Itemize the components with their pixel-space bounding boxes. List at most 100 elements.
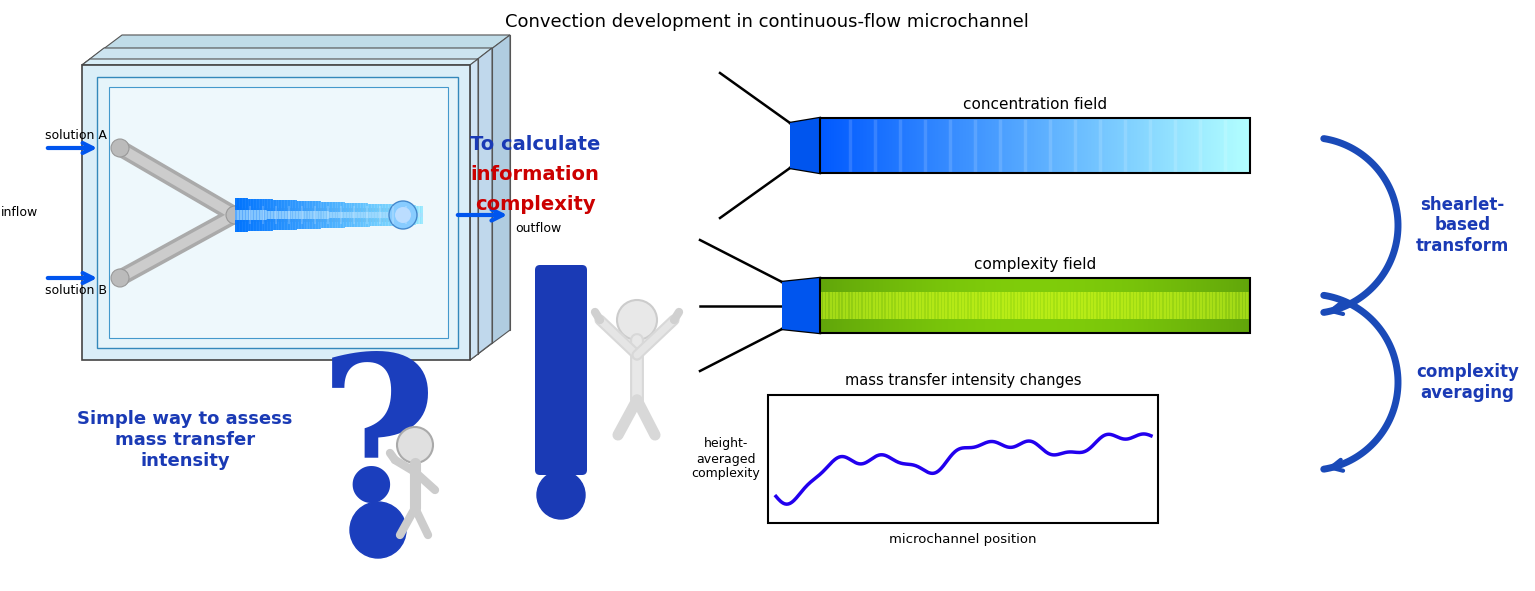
Text: height-
averaged
complexity: height- averaged complexity: [691, 437, 760, 480]
Bar: [382, 212, 385, 217]
Bar: [381, 204, 384, 226]
Bar: [1176, 118, 1177, 173]
Bar: [348, 212, 352, 218]
Bar: [861, 118, 864, 173]
Bar: [1024, 118, 1025, 173]
Bar: [341, 202, 344, 228]
Bar: [906, 278, 909, 333]
Bar: [860, 278, 863, 333]
Bar: [1213, 118, 1216, 173]
Bar: [857, 118, 860, 173]
Bar: [1188, 278, 1191, 333]
Bar: [1142, 278, 1145, 333]
Text: information: information: [471, 165, 600, 184]
Bar: [889, 118, 890, 173]
Bar: [964, 118, 966, 173]
Bar: [966, 278, 967, 333]
Bar: [402, 213, 405, 217]
Bar: [1142, 292, 1145, 319]
Bar: [942, 278, 944, 333]
Bar: [1099, 278, 1102, 333]
Bar: [1021, 278, 1022, 333]
Bar: [1058, 278, 1061, 333]
Bar: [896, 278, 898, 333]
Bar: [909, 118, 912, 173]
Bar: [1156, 278, 1157, 333]
Bar: [880, 292, 883, 319]
Bar: [394, 213, 398, 217]
Bar: [289, 211, 290, 219]
Bar: [361, 212, 364, 218]
Bar: [1030, 118, 1033, 173]
Bar: [1008, 292, 1010, 319]
Bar: [309, 201, 310, 229]
Bar: [1151, 292, 1153, 319]
Text: mass transfer intensity changes: mass transfer intensity changes: [844, 373, 1081, 388]
Bar: [857, 292, 860, 319]
Bar: [1099, 292, 1102, 319]
Circle shape: [398, 427, 433, 463]
Bar: [361, 203, 364, 227]
Bar: [356, 212, 359, 218]
Bar: [1038, 278, 1041, 333]
Bar: [1225, 278, 1226, 333]
Bar: [1240, 118, 1242, 173]
Bar: [832, 118, 834, 173]
Bar: [324, 212, 325, 219]
Bar: [946, 118, 949, 173]
Bar: [861, 278, 864, 333]
Bar: [878, 292, 880, 319]
Bar: [307, 211, 309, 219]
Bar: [844, 292, 847, 319]
Bar: [1165, 292, 1168, 319]
Bar: [1144, 292, 1147, 319]
Bar: [304, 211, 305, 219]
Bar: [1196, 278, 1197, 333]
Bar: [1207, 292, 1210, 319]
Bar: [1190, 118, 1193, 173]
Bar: [1005, 278, 1007, 333]
Bar: [246, 199, 249, 232]
Bar: [1174, 118, 1176, 173]
Bar: [322, 212, 324, 219]
Bar: [898, 292, 900, 319]
Bar: [296, 200, 298, 229]
Bar: [903, 292, 906, 319]
Bar: [975, 118, 978, 173]
Bar: [282, 211, 286, 219]
Bar: [368, 212, 371, 218]
Bar: [987, 292, 990, 319]
Bar: [281, 200, 284, 230]
Bar: [1018, 278, 1021, 333]
Bar: [1013, 118, 1016, 173]
Bar: [1059, 292, 1062, 319]
Bar: [1033, 292, 1036, 319]
Bar: [1205, 292, 1208, 319]
Bar: [1121, 118, 1124, 173]
Bar: [907, 292, 910, 319]
Bar: [978, 278, 979, 333]
Bar: [1185, 278, 1188, 333]
Bar: [256, 210, 259, 220]
Bar: [843, 118, 846, 173]
Bar: [857, 292, 858, 319]
Bar: [1121, 278, 1124, 333]
Bar: [1216, 118, 1217, 173]
Bar: [299, 201, 301, 229]
Bar: [1051, 292, 1053, 319]
Bar: [378, 204, 381, 226]
Text: microchannel position: microchannel position: [889, 533, 1036, 546]
Bar: [236, 198, 239, 232]
Bar: [1236, 278, 1237, 333]
Bar: [1170, 118, 1171, 173]
Bar: [987, 278, 990, 333]
Bar: [1203, 118, 1207, 173]
Bar: [1133, 278, 1134, 333]
Bar: [923, 278, 926, 333]
Bar: [1148, 118, 1150, 173]
Bar: [887, 278, 890, 333]
Bar: [973, 292, 976, 319]
Bar: [1019, 118, 1021, 173]
Bar: [319, 202, 321, 229]
Bar: [887, 118, 890, 173]
